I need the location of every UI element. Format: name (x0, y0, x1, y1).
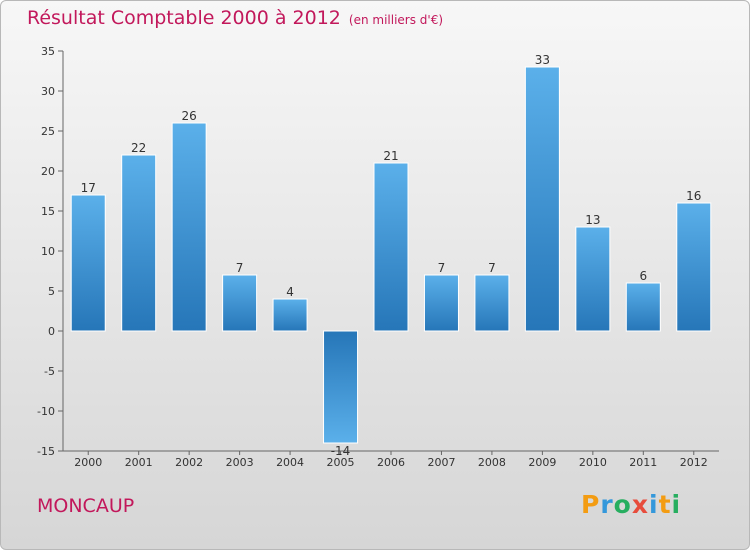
chart-labels: 17 22 26 7 4 -14 21 7 7 33 13 6 16 (81, 53, 702, 458)
x-tick-label: 2012 (680, 456, 708, 469)
location-name: MONCAUP (37, 495, 135, 517)
proxiti-logo: Proxiti (581, 490, 681, 519)
data-label: 17 (81, 181, 96, 195)
y-tick-label: 25 (41, 125, 55, 138)
y-tick-label: -15 (37, 445, 55, 458)
y-tick-label: 30 (41, 85, 55, 98)
bar (121, 154, 157, 332)
x-tick-label: 2009 (528, 456, 556, 469)
bar (323, 330, 359, 444)
y-tick-label: 20 (41, 165, 55, 178)
chart-title-text: Résultat Comptable 2000 à 2012 (27, 7, 341, 29)
bar (474, 274, 510, 332)
data-label: 6 (639, 269, 647, 283)
chart-title: Résultat Comptable 2000 à 2012 (en millie… (27, 7, 443, 29)
data-label: -14 (331, 444, 351, 458)
x-tick-label: 2002 (175, 456, 203, 469)
bar (625, 282, 661, 332)
data-label: 16 (686, 189, 701, 203)
data-label: 7 (438, 261, 446, 275)
chart-bars (70, 66, 712, 444)
logo-letter: t (658, 490, 672, 519)
data-label: 26 (182, 109, 197, 123)
data-label: 22 (131, 141, 146, 155)
logo-letter: i (649, 490, 659, 519)
bar (524, 66, 560, 332)
bar (70, 194, 106, 332)
y-tick-label: 5 (48, 285, 55, 298)
y-tick-label: -10 (37, 405, 55, 418)
x-tick-label: 2011 (629, 456, 657, 469)
x-tick-label: 2000 (74, 456, 102, 469)
x-tick-label: 2006 (377, 456, 405, 469)
logo-letter: o (613, 490, 632, 519)
data-label: 4 (286, 285, 294, 299)
bar (171, 122, 207, 332)
y-tick-label: 15 (41, 205, 55, 218)
y-tick-label: 35 (41, 45, 55, 58)
bar (676, 202, 712, 332)
x-tick-label: 2001 (125, 456, 153, 469)
x-tick-label: 2008 (478, 456, 506, 469)
data-label: 33 (535, 53, 550, 67)
x-tick-label: 2007 (427, 456, 455, 469)
data-label: 13 (585, 213, 600, 227)
x-tick-label: 2005 (327, 456, 355, 469)
y-tick-label: 0 (48, 325, 55, 338)
bar (423, 274, 459, 332)
data-label: 7 (488, 261, 496, 275)
data-label: 21 (383, 149, 398, 163)
x-tick-label: 2004 (276, 456, 304, 469)
chart-axes: -15 -10 -5 0 5 10 15 20 25 30 35 2000 2001 2002 2003 20… (37, 45, 719, 469)
chart-subtitle: (en milliers d'€) (348, 13, 444, 27)
data-label: 7 (236, 261, 244, 275)
logo-letter: x (631, 490, 649, 519)
y-tick-label: -5 (44, 365, 55, 378)
logo-letter: P (581, 490, 601, 519)
x-tick-label: 2010 (579, 456, 607, 469)
logo-letter: i (671, 490, 682, 519)
bar (575, 226, 611, 332)
bar (222, 274, 258, 332)
bar (373, 162, 409, 332)
y-tick-label: 10 (41, 245, 55, 258)
logo-letter: r (600, 490, 614, 519)
x-tick-label: 2003 (226, 456, 254, 469)
bar (272, 298, 308, 332)
